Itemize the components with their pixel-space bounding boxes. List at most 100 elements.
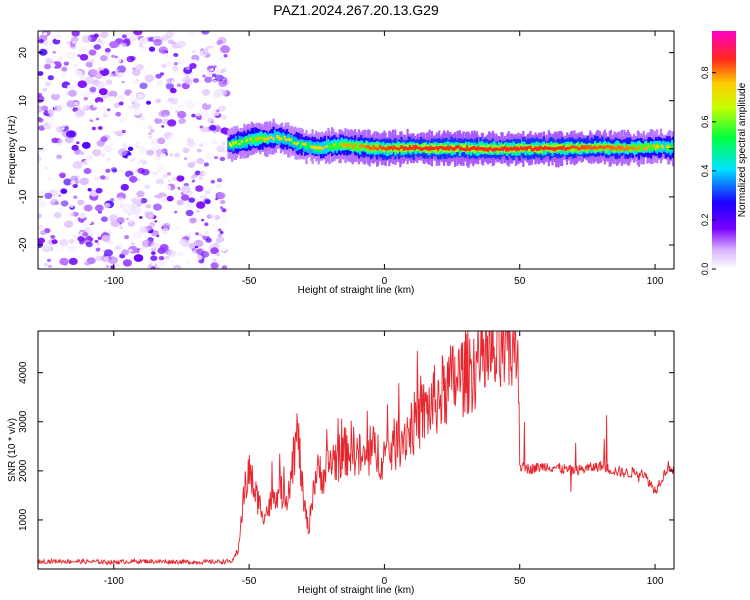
noise-blob xyxy=(202,74,207,78)
noise-blob xyxy=(116,94,125,101)
ridge-cell xyxy=(320,142,323,155)
ridge-cell xyxy=(502,146,505,151)
noise-blob xyxy=(77,91,82,95)
ridge-cell xyxy=(642,147,645,151)
noise-blob xyxy=(203,231,210,236)
ridge-cell xyxy=(553,147,556,152)
ridge-cell xyxy=(424,145,427,154)
noise-blob xyxy=(70,179,77,185)
noise-blob xyxy=(85,61,93,68)
ridge-cell xyxy=(357,144,360,151)
ridge-cell xyxy=(340,142,343,146)
noise-blob xyxy=(214,74,224,82)
noise-blob xyxy=(78,212,87,219)
ridge-cell xyxy=(556,146,559,150)
ridge-cell xyxy=(410,146,413,150)
noise-blob xyxy=(100,136,108,142)
ridge-cell xyxy=(612,147,615,150)
noise-blob xyxy=(49,116,57,122)
ridge-cell xyxy=(472,146,475,153)
noise-blob xyxy=(95,187,103,194)
noise-blob xyxy=(79,257,83,261)
noise-blob xyxy=(165,82,175,90)
ridge-cell xyxy=(647,144,650,148)
ridge-cell xyxy=(528,146,531,149)
ridge-cell xyxy=(617,145,620,148)
noise-blob xyxy=(214,156,218,160)
noise-blob xyxy=(74,109,85,118)
noise-blob xyxy=(61,127,65,131)
noise-blob xyxy=(39,198,43,201)
ridge-cell xyxy=(367,144,370,149)
ridge-cell xyxy=(611,145,614,149)
ridge-cell xyxy=(626,144,630,151)
figure-title: PAZ1.2024.267.20.13.G29 xyxy=(273,2,439,18)
noise-blob xyxy=(51,88,60,95)
heatmap-x-axis-label: Height of straight line (km) xyxy=(298,285,415,296)
noise-blob xyxy=(139,37,148,44)
noise-blob xyxy=(115,156,125,164)
ridge-cell xyxy=(539,145,542,149)
noise-blob xyxy=(213,136,221,142)
noise-blob xyxy=(96,87,100,91)
noise-blob xyxy=(162,102,166,106)
noise-blob xyxy=(220,45,231,54)
ridge-cell xyxy=(352,142,356,150)
ridge-cell xyxy=(379,145,382,149)
noise-blob xyxy=(45,81,52,87)
ridge-cell xyxy=(495,147,498,151)
ridge-cell xyxy=(408,144,412,152)
noise-blob xyxy=(219,231,224,234)
ridge-cell xyxy=(288,138,291,141)
noise-blob xyxy=(218,56,224,61)
noise-blob xyxy=(145,204,152,209)
ridge-cell xyxy=(488,147,491,151)
noise-blob xyxy=(96,101,103,107)
ridge-cell xyxy=(412,145,415,148)
noise-blob xyxy=(109,243,115,248)
noise-blob xyxy=(125,193,131,198)
ridge-cell xyxy=(248,133,251,145)
noise-blob xyxy=(44,192,53,199)
ridge-cell xyxy=(256,136,259,140)
noise-blob xyxy=(93,228,103,236)
noise-blob xyxy=(38,237,45,244)
noise-blob xyxy=(156,80,164,86)
ridge-cell xyxy=(483,148,486,152)
ridge-cell xyxy=(591,147,594,150)
ridge-cell xyxy=(501,147,504,151)
ridge-cell xyxy=(246,138,250,144)
noise-blob xyxy=(224,222,230,227)
noise-blob xyxy=(133,231,143,239)
noise-blob xyxy=(84,226,92,233)
noise-blob xyxy=(132,102,141,109)
ridge-cell xyxy=(670,143,673,151)
noise-blob xyxy=(101,153,106,157)
ridge-cell xyxy=(551,147,554,151)
ridge-cell xyxy=(376,143,379,151)
ridge-cell xyxy=(315,146,318,150)
ridge-cell xyxy=(508,147,511,151)
ridge-cell xyxy=(311,146,314,149)
ridge-cell xyxy=(430,147,433,151)
noise-blob xyxy=(118,168,124,173)
noise-blob xyxy=(42,87,48,92)
ridge-cell xyxy=(658,144,661,151)
noise-blob xyxy=(172,66,179,72)
noise-blob xyxy=(196,112,202,117)
noise-blob xyxy=(79,46,90,55)
noise-blob xyxy=(38,71,44,76)
noise-blob xyxy=(136,63,144,71)
ridge-cell xyxy=(390,145,393,153)
noise-blob xyxy=(94,204,104,212)
noise-blob xyxy=(105,79,113,85)
noise-blob xyxy=(77,44,83,48)
ridge-cell xyxy=(550,146,553,153)
ridge-cell xyxy=(359,144,362,148)
noise-blob xyxy=(224,85,230,90)
ridge-cell xyxy=(343,140,346,147)
noise-blob xyxy=(144,184,151,190)
ridge-cell xyxy=(385,148,388,151)
noise-blob xyxy=(108,176,118,184)
noise-blob xyxy=(182,229,187,233)
